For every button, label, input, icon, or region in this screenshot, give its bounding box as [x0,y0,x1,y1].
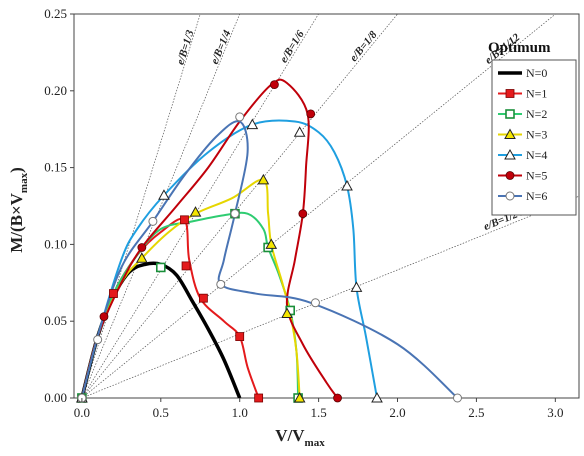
x-tick-label: 1.5 [310,405,326,420]
point-n-5-5 [298,209,308,219]
point-n-4-1 [158,189,170,200]
x-tick-label: 2.0 [389,405,405,420]
legend: N=0 N=1 N=2 N=3 N=4 N=5 N=6 [491,59,577,216]
point-n-4-2 [246,118,259,130]
point-n-5-1 [99,312,109,321]
x-tick-label: 1.0 [232,405,248,420]
ref-line-e-b-1-8 [81,14,398,398]
ref-line-e-b-1-12 [81,14,556,398]
legend-marker-n-6 [505,191,515,201]
point-n-1-2 [180,215,189,225]
point-n-1-4 [199,293,208,303]
point-n-5-2 [137,243,147,252]
legend-label-n-4: N=4 [526,148,547,162]
legend-label-n-3: N=3 [526,128,547,142]
point-n-1-3 [181,261,191,271]
point-n-3-1 [136,252,148,263]
y-tick-label: 0.25 [44,6,67,21]
point-n-3-4 [265,238,278,249]
legend-label-n-5: N=5 [526,169,547,183]
legend-label-n-1: N=1 [526,87,547,101]
ref-line-e-b-1-6 [81,14,319,398]
point-n-4-6 [371,391,383,403]
point-n-5-6 [333,393,342,403]
point-n-6-5 [216,279,226,289]
point-n-4-4 [341,180,353,191]
point-n-4-3 [293,126,306,137]
point-n-3-3 [257,173,270,185]
legend-label-n-6: N=6 [526,189,547,203]
point-n-2-1 [155,262,166,273]
point-n-6-7 [452,393,462,403]
ref-line-e-b-1-3 [81,14,201,398]
x-tick-label: 0.0 [74,405,90,420]
series-line-n-4 [80,119,378,398]
legend-label-n-2: N=2 [526,107,547,121]
point-n-1-1 [109,289,118,298]
point-n-4-5 [350,281,363,292]
point-n-6-4 [235,112,245,122]
point-n-6-3 [230,209,240,219]
point-n-6-6 [310,298,320,308]
optimum-annotation: Optimum [488,40,551,56]
y-tick-label: 0.15 [44,160,67,175]
point-n-5-3 [270,80,279,90]
point-n-6-1 [93,335,103,345]
point-n-1-5 [235,332,245,341]
series-line-n-6 [80,120,459,398]
ref-line-e-b-1-4 [81,14,241,398]
point-n-1-6 [254,393,264,403]
y-tick-label: 0.05 [44,313,67,328]
y-tick-label: 0.10 [44,236,67,251]
x-tick-label: 3.0 [547,405,563,420]
legend-marker-n-2 [505,109,515,119]
legend-marker-n-4 [504,148,516,160]
ref-line-e-b-1-24 [81,195,579,398]
x-tick-label: 0.5 [153,405,169,420]
point-n-3-2 [189,206,202,217]
x-axis-title: V/Vmax [275,426,325,449]
x-tick-label: 2.5 [468,405,484,420]
point-n-6-2 [148,216,158,226]
point-n-3-5 [281,307,293,319]
point-n-3-6 [293,391,306,403]
legend-marker-n-5 [505,171,515,180]
legend-marker-n-1 [505,89,515,98]
y-tick-label: 0.00 [44,390,67,405]
y-tick-label: 0.20 [44,83,67,98]
legend-marker-n-3 [504,128,516,139]
legend-label-n-0: N=0 [526,66,547,80]
point-n-5-4 [306,109,316,119]
y-axis-title: M/(B×Vmax) [7,167,30,253]
